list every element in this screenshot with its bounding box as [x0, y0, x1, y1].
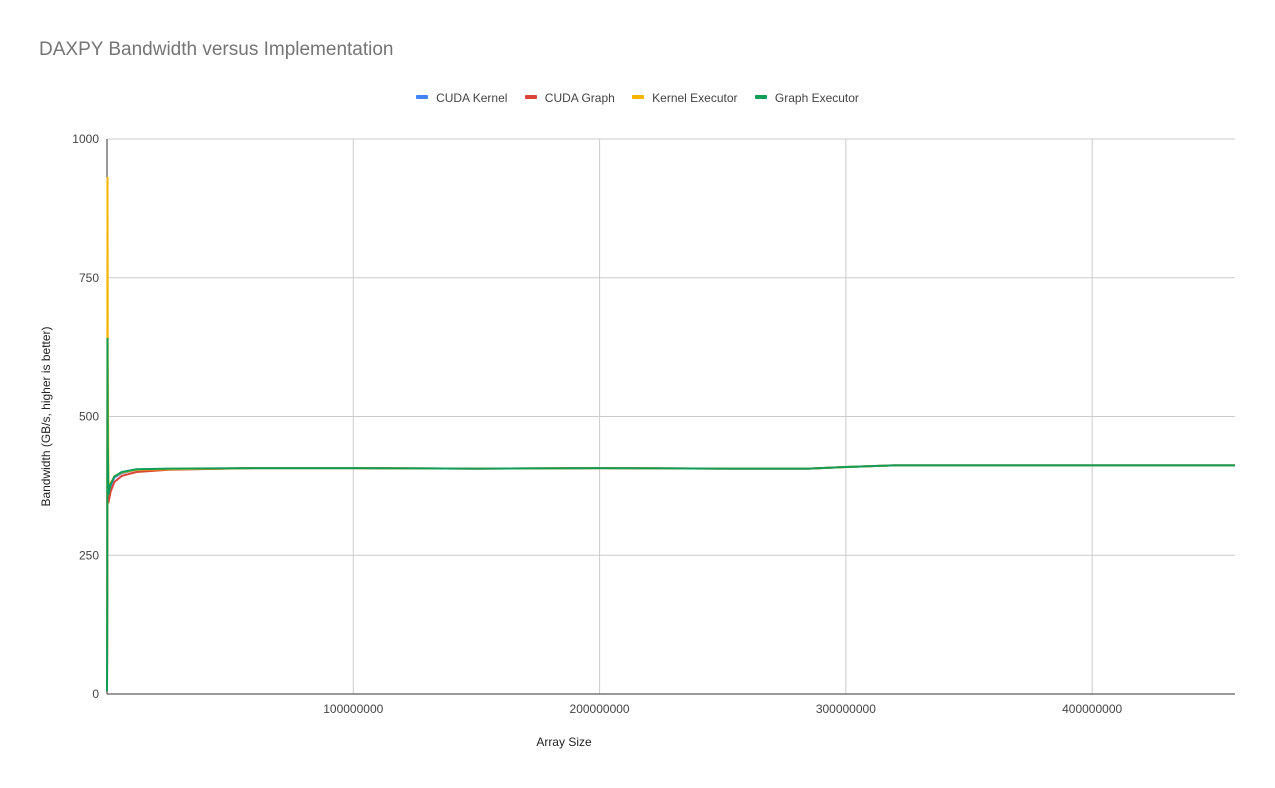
x-tick-label: 400000000	[1062, 702, 1122, 716]
legend-item-cuda-kernel[interactable]: CUDA Kernel	[416, 90, 507, 105]
legend: CUDA Kernel CUDA Graph Kernel Executor G…	[0, 90, 1275, 105]
legend-item-cuda-graph[interactable]: CUDA Graph	[524, 90, 615, 106]
series-line-kernel-executor	[106, 176, 1235, 689]
y-tick-label: 1000	[72, 132, 99, 146]
y-tick-label: 750	[79, 271, 99, 285]
legend-label-kernel-executor: Kernel Executor	[652, 91, 738, 106]
series-line-cuda-graph	[106, 393, 1235, 692]
y-tick-label: 0	[92, 687, 99, 701]
y-tick-label: 500	[79, 410, 99, 424]
y-axis-label: Bandwidth (GB/s, higher is better)	[39, 326, 53, 506]
x-tick-label: 200000000	[570, 702, 630, 716]
series-line-cuda-kernel	[106, 382, 1235, 692]
series-line-graph-executor	[106, 337, 1235, 692]
legend-item-kernel-executor[interactable]: Kernel Executor	[632, 90, 738, 106]
x-tick-label: 100000000	[323, 702, 383, 716]
chart-title: DAXPY Bandwidth versus Implementation	[39, 39, 394, 60]
legend-swatch-cuda-graph	[524, 95, 537, 100]
legend-item-graph-executor[interactable]: Graph Executor	[754, 90, 859, 106]
legend-swatch-graph-executor	[754, 95, 767, 100]
x-axis-label: Array Size	[536, 735, 592, 749]
legend-label-cuda-graph: CUDA Graph	[544, 91, 615, 106]
y-tick-label: 250	[79, 548, 99, 562]
legend-label-graph-executor: Graph Executor	[774, 91, 859, 106]
legend-label-cuda-kernel: CUDA Kernel	[436, 91, 508, 106]
legend-swatch-cuda-kernel	[416, 95, 429, 100]
x-tick-label: 300000000	[816, 702, 876, 716]
legend-swatch-kernel-executor	[632, 95, 645, 100]
